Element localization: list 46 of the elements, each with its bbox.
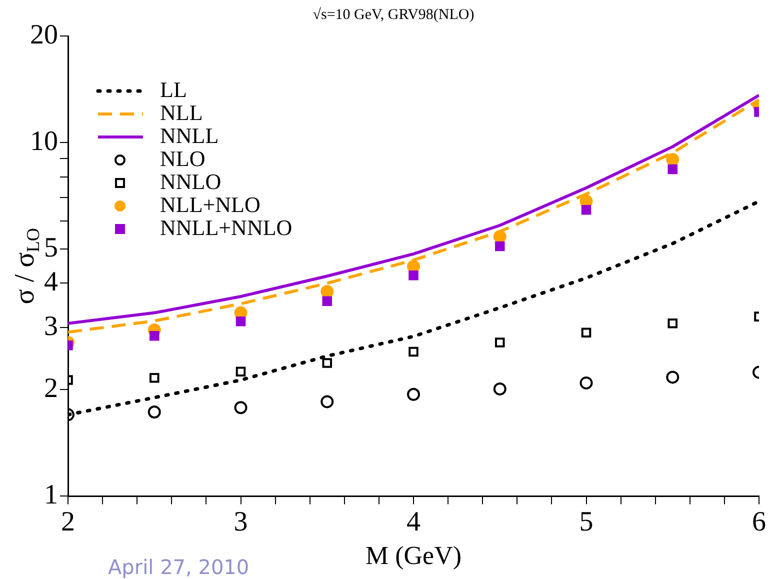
text: April 27, 2010 [108,555,250,579]
point [668,164,678,174]
y-axis-title: σ / σLO [9,228,44,304]
point [320,395,334,408]
point [322,358,332,368]
point [668,318,678,328]
point [407,388,420,401]
point [236,316,246,326]
point [408,270,418,280]
point [581,328,592,338]
legend-label: NLO [160,146,206,171]
point [149,373,160,383]
y-tick-label: 20 [30,19,58,50]
legend-label: NNLL [160,122,219,148]
x-tick-label: 4 [406,506,420,538]
point [666,153,680,166]
point [322,296,332,306]
y-tick-label: 4 [44,266,58,298]
legend-label: NLL [160,100,203,125]
point [236,366,246,377]
x-tick-label: 5 [579,506,594,538]
x-axis-title: M (GeV) [365,541,462,570]
y-tick-label: 1 [44,480,58,511]
x-tick-label: 6 [752,506,766,538]
point [493,230,506,244]
point [234,401,248,414]
point [408,346,418,357]
y-tick-label: 2 [44,373,58,404]
point [320,285,334,298]
y-tick-label: 5 [44,232,58,264]
legend-label: NNLO [160,168,222,194]
point [493,382,506,396]
point [149,330,160,341]
point [494,338,505,348]
legend-label: NLL+NLO [160,192,260,217]
point [494,241,505,252]
chart-title: √s=10 GeV, GRV98(NLO) [312,6,474,23]
y-tick-label: 3 [44,310,58,342]
point [581,204,592,215]
y-tick-label: 10 [30,126,58,157]
point [148,406,161,418]
legend-label: LL [160,76,187,102]
legend-label: NNLL+NNLO [160,214,292,240]
point [666,370,680,384]
x-tick-label: 3 [234,506,248,538]
point [580,376,593,390]
